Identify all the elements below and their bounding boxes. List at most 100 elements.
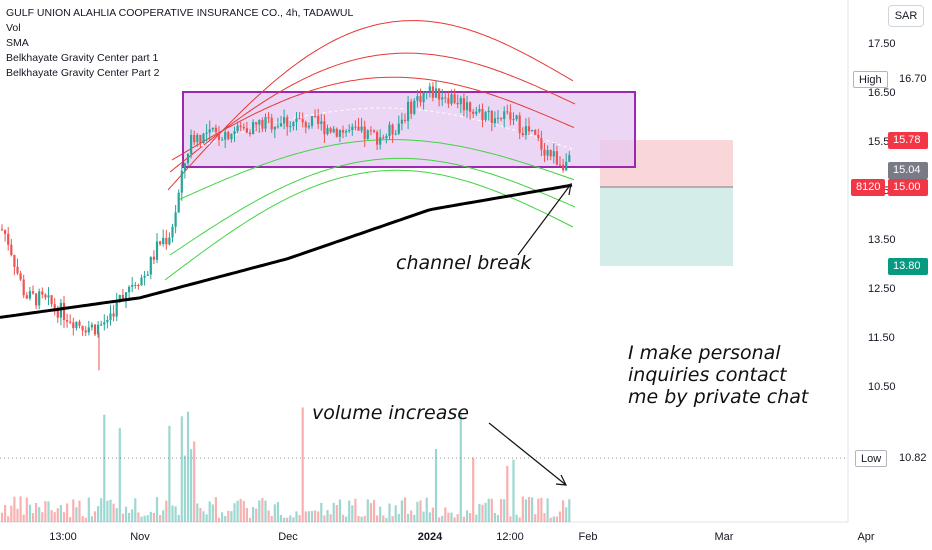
candle-body <box>196 134 199 143</box>
candle-body <box>165 237 168 245</box>
candle-body <box>410 101 413 114</box>
candle-body <box>543 149 546 156</box>
gravity-outer-band <box>171 76 575 161</box>
candle-body <box>276 126 279 128</box>
volume-bar <box>534 514 537 522</box>
y-tick-label: 10.50 <box>868 381 896 393</box>
candle-body <box>475 111 478 114</box>
volume-bar <box>97 506 100 522</box>
volume-bar <box>103 414 106 522</box>
volume-bar <box>214 497 217 522</box>
candle-body <box>97 324 100 335</box>
candle-body <box>465 102 469 111</box>
candle-body <box>242 126 245 129</box>
candle-body <box>444 97 447 99</box>
candle-body <box>422 92 425 103</box>
volume-bar <box>140 516 143 522</box>
candle-body <box>500 117 503 120</box>
candle-body <box>4 230 7 234</box>
candle-body <box>143 275 146 278</box>
volume-bar <box>546 498 549 522</box>
volume-bar <box>112 503 115 522</box>
legend-vol: Vol <box>6 22 21 34</box>
candle-body <box>521 133 524 135</box>
contact-note-line1: I make personal <box>628 342 781 364</box>
candle-body <box>338 130 341 137</box>
volume-bar <box>540 497 543 522</box>
candle-body <box>106 320 109 323</box>
x-tick-label: Nov <box>130 531 150 543</box>
legend-gravity-2: Belkhayate Gravity Center Part 2 <box>6 67 160 79</box>
volume-bar <box>295 511 298 522</box>
candle-body <box>93 324 97 335</box>
candle-body <box>245 128 248 133</box>
candle-body <box>227 132 230 140</box>
candle-body <box>236 125 239 132</box>
volume-bar <box>472 457 475 522</box>
volume-bar <box>469 513 472 522</box>
volume-bar <box>515 514 518 522</box>
volume-bar <box>385 517 388 522</box>
x-tick-label: 12:00 <box>496 531 524 543</box>
candle-body <box>180 170 183 193</box>
candle-body <box>292 121 295 127</box>
candle-body <box>41 291 44 295</box>
volume-bar <box>174 506 177 522</box>
entry-price-tag: 15.00 <box>888 179 928 196</box>
contact-note-line2: inquiries contact <box>628 364 787 386</box>
candle-body <box>0 229 4 231</box>
volume-bar <box>413 514 416 522</box>
candle-body <box>118 294 121 300</box>
candle-body <box>434 88 438 98</box>
volume-bar <box>0 512 4 522</box>
candle-body <box>115 299 118 317</box>
candle-body <box>273 126 276 130</box>
volume-bar <box>128 512 131 522</box>
volume-bar <box>357 515 360 522</box>
candle-body <box>35 293 38 306</box>
volume-bar <box>465 510 469 522</box>
candle-body <box>177 192 180 213</box>
candle-body <box>90 324 93 328</box>
candle-body <box>459 98 462 105</box>
candle-body <box>524 126 527 135</box>
volume-bar <box>475 514 478 522</box>
volume-bar <box>162 510 165 522</box>
candle-body <box>345 131 348 133</box>
volume-bar <box>90 516 93 522</box>
candle-body <box>72 322 75 329</box>
candle-body <box>512 119 515 121</box>
candle-body <box>155 241 159 260</box>
volume-bar <box>152 512 155 522</box>
volume-bar <box>363 515 366 522</box>
volume-bar <box>100 498 103 522</box>
volume-bar <box>484 502 487 522</box>
candle-body <box>258 120 261 125</box>
volume-bar <box>298 515 301 522</box>
candle-body <box>503 111 506 120</box>
volume-bar <box>118 428 121 522</box>
volume-bar <box>438 517 441 522</box>
volume-bar <box>242 500 245 522</box>
candle-body <box>456 102 459 105</box>
volume-bar <box>28 504 31 522</box>
volume-bar <box>543 513 546 522</box>
y-tick-label: 11.50 <box>868 332 895 344</box>
volume-bar <box>531 497 534 522</box>
volume-bar <box>428 512 431 522</box>
candle-body <box>540 138 543 150</box>
volume-bar <box>109 499 112 522</box>
volume-bar <box>177 514 180 522</box>
volume-bar <box>425 497 428 522</box>
candle-body <box>394 133 397 135</box>
volume-bar <box>19 496 22 522</box>
legend-title: GULF UNION ALAHLIA COOPERATIVE INSURANCE… <box>6 7 354 19</box>
volume-bar <box>248 517 252 522</box>
candle-body <box>407 101 410 121</box>
currency-button[interactable]: SAR <box>888 5 924 27</box>
candle-body <box>103 322 106 325</box>
volume-bar <box>388 503 391 522</box>
gravity-outer-band <box>167 20 574 191</box>
volume-bar <box>183 455 186 522</box>
